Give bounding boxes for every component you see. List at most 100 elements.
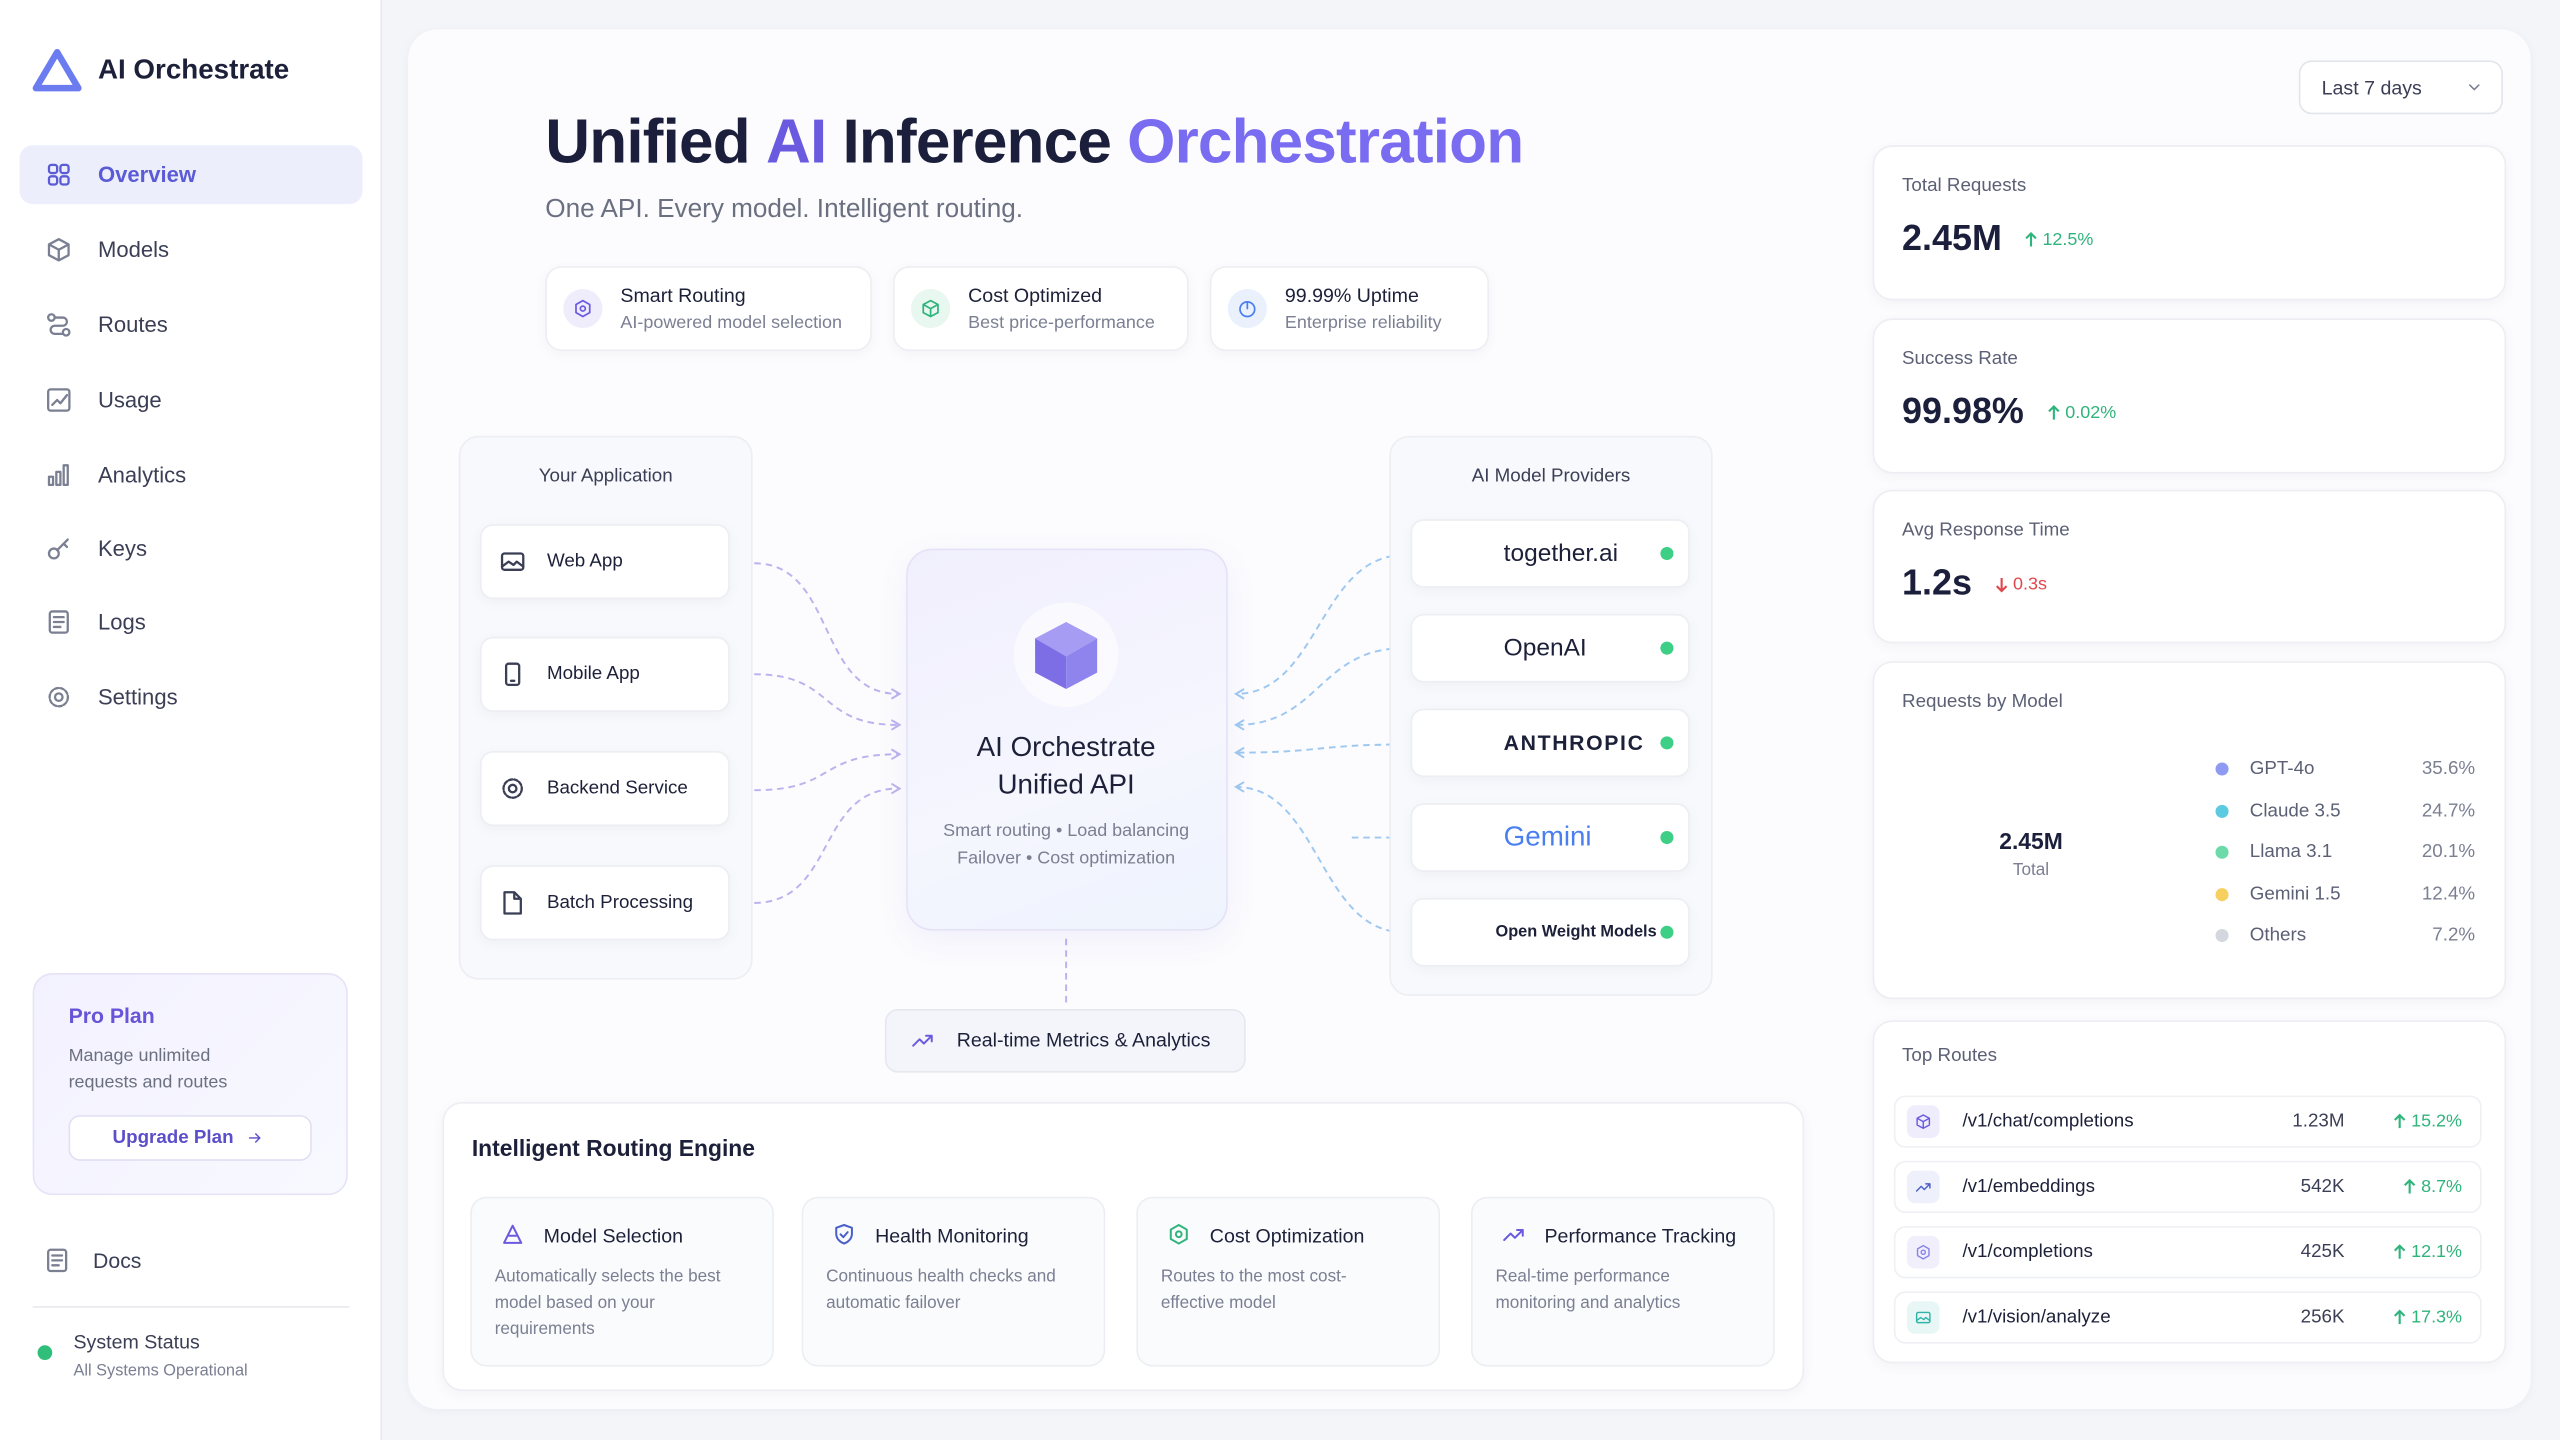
metric-card: [1872, 145, 2507, 301]
value-label: 7.2%: [2432, 925, 2476, 946]
arrowhead: [1234, 746, 1245, 759]
subtitle: One API. Every model. Intelligent routin…: [545, 195, 1024, 224]
icon: [47, 238, 70, 262]
routes-title: Top Routes: [1902, 1046, 1998, 1067]
app-box: [479, 636, 730, 712]
icon: [500, 552, 525, 571]
arrowhead: [890, 688, 902, 700]
legend-label: Others: [2249, 925, 2307, 946]
icon: [1169, 1223, 1188, 1245]
metric-value: 1.2s: [1902, 561, 1972, 603]
engine-item-text: Real-time performance: [1495, 1266, 1670, 1287]
metric-label: Avg Response Time: [1902, 520, 2070, 541]
sidebar: [0, 0, 383, 1440]
engine-item: [470, 1196, 774, 1367]
icon: [503, 1224, 523, 1244]
engine-item-title: Model Selection: [543, 1224, 684, 1248]
brand: AI Orchestrate: [97, 53, 290, 85]
feature-title: Smart Routing: [620, 284, 746, 307]
engine-item-title: Health Monitoring: [875, 1224, 1029, 1248]
connector: [1235, 743, 1405, 754]
arrowhead: [890, 782, 902, 795]
app-label: Backend Service: [546, 778, 688, 799]
engine-item-text: Automatically selects the best: [494, 1266, 721, 1287]
title-part: Inference: [842, 108, 1112, 178]
legend-label: GPT-4o: [2249, 759, 2315, 779]
icon: [912, 1034, 933, 1047]
metric-change: 0.02%: [2047, 403, 2117, 423]
provider-name: together.ai: [1503, 539, 1619, 568]
route-row[interactable]: [1893, 1160, 2482, 1214]
connector: [754, 562, 898, 695]
route-row[interactable]: [1893, 1095, 2482, 1148]
range-select[interactable]: [2298, 60, 2503, 115]
engine-title: Intelligent Routing Engine: [471, 1134, 755, 1161]
icon: [922, 299, 939, 318]
feature-text: Enterprise reliability: [1284, 313, 1442, 334]
nav-label: Logs: [97, 609, 146, 635]
icon: [835, 1223, 853, 1245]
hub-text: Smart routing • Load balancing: [943, 821, 1190, 841]
nav-label: Models: [97, 237, 170, 263]
provider-box: [1410, 708, 1690, 778]
icon: [1239, 300, 1256, 318]
legend-dot: [2215, 804, 2229, 818]
engine-item-text: monitoring and analytics: [1495, 1293, 1681, 1313]
legend-label: Gemini 1.5: [2249, 884, 2341, 904]
connector: [754, 753, 898, 792]
provider-box: [1410, 519, 1690, 588]
icon: [47, 163, 70, 186]
title-part: Unified: [545, 108, 750, 178]
route-change: 12.1%: [2393, 1242, 2463, 1263]
icon: [502, 778, 523, 799]
hub-title: AI Orchestrate: [976, 731, 1156, 763]
route-path: /v1/completions: [1962, 1242, 2093, 1263]
legend-dot: [2215, 887, 2229, 901]
feature-title: 99.99% Uptime: [1284, 284, 1419, 307]
cube-top: [1035, 622, 1098, 657]
provider-name: ANTHROPIC: [1503, 730, 1645, 756]
app-box: [479, 524, 730, 600]
connector: [1235, 785, 1405, 934]
route-requests: 256K: [2300, 1307, 2345, 1328]
metric-card: [1872, 318, 2507, 474]
legend-dot: [2215, 845, 2229, 859]
engine-item-text: model based on your: [494, 1293, 655, 1313]
plan-text: Manage unlimited: [68, 1046, 211, 1067]
route-requests: 542K: [2300, 1177, 2345, 1197]
provider-status: [1660, 736, 1674, 750]
hub-text: Failover • Cost optimization: [957, 848, 1176, 869]
hub-title: Unified API: [997, 768, 1135, 800]
connector: [1235, 554, 1405, 695]
icon: [2469, 84, 2480, 91]
apps-title: Your Application: [538, 466, 673, 487]
route-change: 15.2%: [2393, 1111, 2463, 1132]
range-label: Last 7 days: [2321, 76, 2422, 100]
metric-label: Total Requests: [1902, 176, 2027, 196]
engine-item-text: requirements: [494, 1319, 595, 1339]
provider-status: [1660, 546, 1674, 560]
nav-label: Usage: [97, 387, 162, 413]
chart-title: Requests by Model: [1902, 692, 2063, 712]
engine-item-text: effective model: [1160, 1293, 1276, 1313]
icon: [504, 662, 521, 687]
nav-label: Keys: [97, 536, 147, 561]
arrowhead: [1234, 688, 1245, 700]
provider-status: [1660, 831, 1674, 845]
nav-label: Routes: [97, 312, 168, 338]
plan-text: requests and routes: [68, 1072, 228, 1093]
upgrade-button[interactable]: [68, 1115, 312, 1161]
route-icon-bg: [1906, 1170, 1940, 1204]
docs-label: Docs: [93, 1248, 142, 1273]
icon: [248, 1133, 261, 1143]
metric-change: 0.3s: [1995, 574, 2048, 595]
route-row[interactable]: [1893, 1226, 2482, 1279]
divider: [32, 1306, 350, 1308]
route-row[interactable]: [1893, 1291, 2482, 1344]
value-label: 35.6%: [2421, 759, 2476, 779]
route-path: /v1/vision/analyze: [1962, 1307, 2111, 1328]
